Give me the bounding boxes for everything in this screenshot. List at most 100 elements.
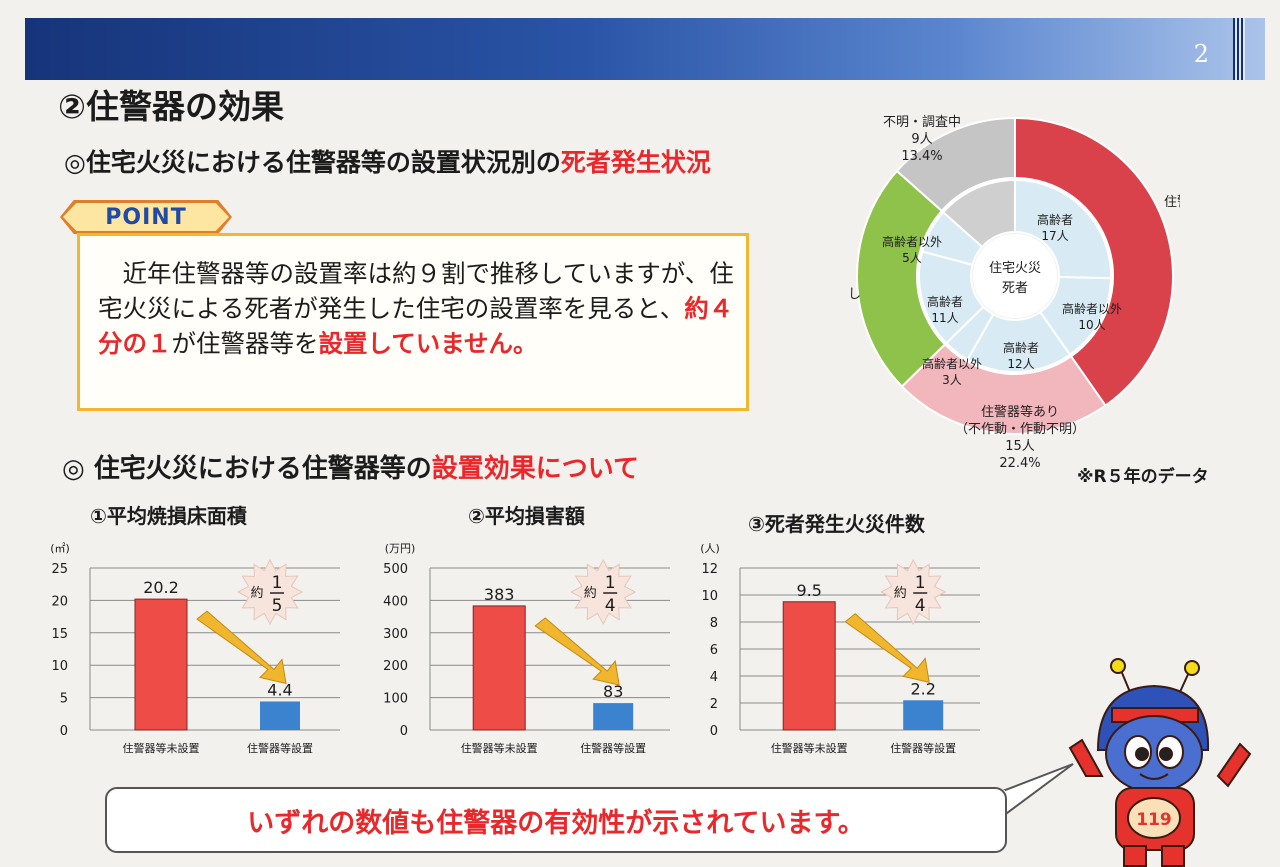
bar-value-label: 20.2 [143,578,179,597]
y-tick-label: 2 [710,697,718,712]
ratio-numerator: 1 [915,573,926,593]
y-tick-label: 0 [400,724,408,739]
section-heading-highlight: 死者発生状況 [560,148,711,177]
point-text-part1: 近年住警器等の設置率は約９割で推移していますが、住宅火災による死者が発生した住宅… [98,259,734,323]
starburst-badge-icon [570,558,637,626]
donut-inner-label: 3人 [942,373,962,387]
donut-center-label: 住宅火災 [989,261,1041,276]
x-category-label: 住警器等未設置 [123,741,200,755]
donut-outer-label: 住警器等あり [1164,194,1180,210]
y-tick-label: 15 [51,627,68,642]
starburst-badge-icon [880,558,947,626]
y-tick-label: 12 [701,562,718,577]
x-category-label: 住警器等未設置 [461,741,538,755]
bar-value-label: 2.2 [910,679,935,698]
donut-inner-label: 高齢者以外 [882,234,942,249]
section-heading-prefix: ◎住宅火災における住警器等の設置状況別の [64,148,561,177]
ratio-prefix: 約 [250,586,263,601]
donut-outer-segment [895,116,1016,213]
y-tick-label: 25 [51,562,68,577]
y-tick-label: 300 [383,627,408,642]
donut-outer-label: 不明・調査中 [883,115,961,130]
donut-inner-label: 5人 [902,251,922,265]
x-category-label: 住警器等設置 [247,741,313,755]
bar [593,703,634,730]
donut-outer-label: 9人 [911,132,932,147]
ratio-prefix: 約 [894,586,907,601]
donut-outer-label: 22.4% [999,456,1040,471]
donut-inner-segment [1014,178,1112,280]
point-text: 近年住警器等の設置率は約９割で推移していますが、住宅火災による死者が発生した住宅… [98,256,738,361]
bar [472,605,526,731]
chart-unit-label: (㎡) [50,542,70,555]
donut-inner-label: 17人 [1041,229,1068,243]
starburst-badge-icon [236,558,304,626]
bar-value-label: 4.4 [267,680,292,699]
down-arrow-icon [534,617,620,686]
chart-unit-label: (万円) [385,542,416,555]
death-status-donut-chart: 住宅火災死者住警器等あり（作動）27人40.3%住警器等あり（不作動・作動不明）… [850,115,1180,471]
ratio-numerator: 1 [272,573,283,593]
y-tick-label: 400 [383,594,408,609]
page-title: ②住警器の効果 [58,87,284,126]
y-tick-label: 8 [710,616,718,631]
down-arrow-icon [196,610,287,685]
chart-title-fatal-fires: ③死者発生火災件数 [748,512,925,536]
donut-center-label: 死者 [1002,281,1028,296]
down-arrow-icon [844,613,930,683]
donut-inner-label: 高齢者 [1037,212,1073,227]
bar-value-label: 383 [484,585,515,604]
donut-outer-label: （作動） [1177,212,1180,227]
section-heading-effect: ◎ 住宅火災における住警器等の設置効果について [62,448,639,485]
bar-value-label: 83 [603,682,623,701]
donut-inner-label: 10人 [1078,318,1105,332]
point-highlight-quarter: 約４分の１ [98,294,734,358]
ratio-denominator: 4 [605,596,616,616]
point-highlight-not-installed: 設置していません。 [318,329,538,358]
donut-inner-label: 高齢者以外 [922,356,982,371]
donut-center [973,234,1057,318]
header-banner: 2 [25,18,1265,80]
donut-inner-label: 11人 [931,311,958,325]
y-tick-label: 500 [383,562,408,577]
conclusion-speech-bubble: いずれの数値も住警器の有効性が示されています。 [105,787,1007,853]
bar-chart-damage-amount: (万円) 0 100 200 300 400 500 383 住警器等未設置 83 住警器等設置 約1… [383,542,670,755]
bar-value-label: 9.5 [796,581,821,600]
point-tag: POINT [60,200,232,234]
y-tick-label: 0 [710,724,718,739]
point-tag-label: POINT [63,203,229,231]
y-tick-label: 4 [710,670,718,685]
y-tick-label: 10 [51,659,68,674]
bar [903,700,944,730]
chart-unit-label: (人) [700,542,720,555]
donut-inner-label: 12人 [1007,357,1034,371]
x-category-label: 住警器等設置 [890,741,956,755]
donut-outer-segment [856,169,947,388]
firefighter-mascot-icon: 119 [1068,658,1252,867]
donut-outer-segment [1014,116,1174,407]
banner-stripes [1233,18,1245,80]
bar [134,598,188,731]
slide-number: 2 [1193,40,1209,68]
donut-inner-label: 高齢者 [1003,340,1039,355]
ratio-numerator: 1 [605,573,616,593]
x-category-label: 住警器等未設置 [771,741,848,755]
chart-title-floor-area: ①平均焼損床面積 [90,504,247,528]
donut-inner-segment [941,178,1016,249]
data-year-note: ※R５年のデータ [1077,467,1209,487]
section2-heading-prefix: ◎ 住宅火災における住警器等の [62,454,432,484]
ratio-denominator: 5 [272,596,283,616]
x-category-label: 住警器等設置 [580,741,646,755]
point-box: 近年住警器等の設置率は約９割で推移していますが、住宅火災による死者が発生した住宅… [77,233,749,411]
y-tick-label: 0 [60,724,68,739]
bar-chart-fatal-fires: (人) 0 2 4 6 8 10 12 9.5 住警器等未設置 2.2 住警器等設置 約1 4 [700,542,980,755]
donut-outer-label: 住警器等あり [981,404,1059,420]
donut-inner-segment [966,310,1072,373]
donut-inner-label: 高齢者以外 [1062,301,1122,316]
donut-outer-label: 15人 [1005,439,1035,454]
section-heading-death-status: ◎住宅火災における住警器等の設置状況別の死者発生状況 [64,143,711,179]
y-tick-label: 100 [383,692,408,707]
point-text-part2: が住警器等を [171,329,319,358]
ratio-prefix: 約 [584,586,597,601]
